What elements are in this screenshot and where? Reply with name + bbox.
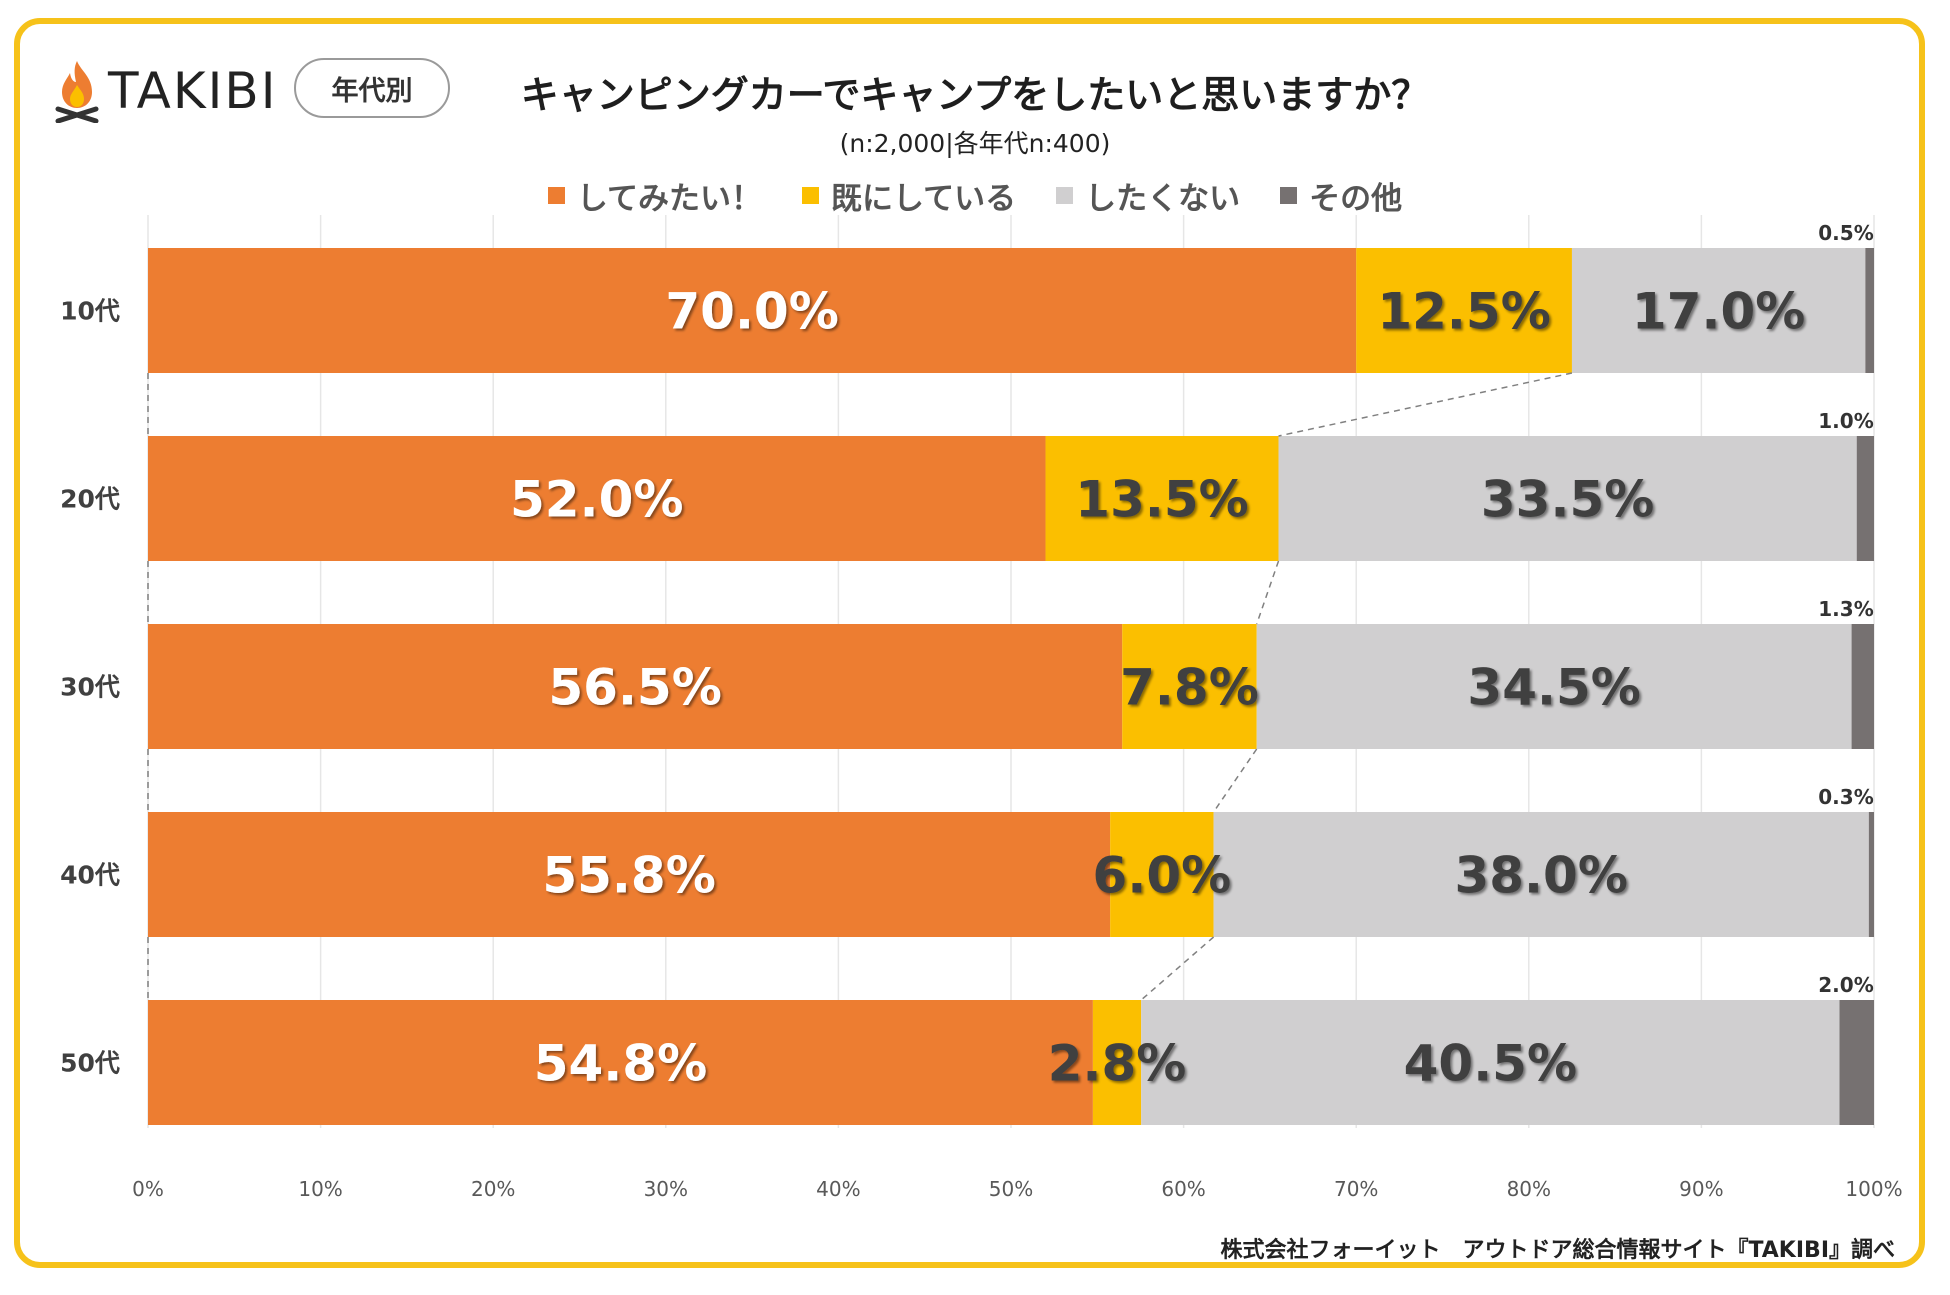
chart-legend: してみたい！ 既にしている したくない その他 <box>0 173 1950 218</box>
legend-label: してみたい！ <box>576 181 762 217</box>
bar-segment <box>1839 1000 1874 1125</box>
series-connector <box>1140 936 1215 1001</box>
legend-label: 既にしている <box>831 181 1017 217</box>
data-label-small: 1.0% <box>1818 409 1873 433</box>
age-group-tag: 年代別 <box>294 58 450 118</box>
legend-swatch <box>547 187 565 204</box>
bar-segment <box>1141 1000 1840 1125</box>
legend-swatch <box>1056 187 1074 204</box>
data-label: 56.5% <box>548 659 721 717</box>
bar-segment <box>148 812 1111 937</box>
data-label-small: 0.3% <box>1818 785 1873 809</box>
legend-item-other: その他 <box>1280 173 1402 218</box>
data-label: 12.5% <box>1377 283 1550 341</box>
bar-segment <box>148 1000 1093 1125</box>
data-label-small: 1.3% <box>1818 597 1873 621</box>
category-label: 10代 <box>60 297 120 326</box>
x-tick-label: 80% <box>1507 1177 1551 1201</box>
chart-title: キャンピングカーでキャンプをしたいと思いますか？ <box>520 73 1430 117</box>
bar-segment <box>148 248 1357 373</box>
data-label: 7.8% <box>1120 659 1259 717</box>
data-label: 33.5% <box>1481 471 1654 529</box>
series-connector <box>1212 748 1258 813</box>
legend-label: その他 <box>1309 181 1403 217</box>
legend-item-want: してみたい！ <box>547 173 762 218</box>
source-footer: 株式会社フォーイット アウトドア総合情報サイト『TAKIBI』調べ <box>1220 1238 1895 1263</box>
bar-segment <box>1110 812 1214 937</box>
bar-segment <box>1045 436 1279 561</box>
legend-label: したくない <box>1085 181 1241 217</box>
chart-subtitle: (n:2,000|各年代n:400) <box>839 129 1111 158</box>
data-label: 38.0% <box>1454 847 1627 905</box>
bar-segment <box>1122 624 1257 749</box>
bar-segment <box>1278 436 1857 561</box>
bar-segment <box>1571 248 1866 373</box>
data-label: 55.8% <box>542 847 715 905</box>
x-tick-label: 90% <box>1679 1177 1723 1201</box>
data-label: 54.8% <box>534 1035 707 1093</box>
series-connector <box>1278 372 1573 437</box>
category-label: 20代 <box>60 485 120 514</box>
data-label: 2.8% <box>1048 1035 1187 1093</box>
data-label-small: 0.5% <box>1818 221 1873 245</box>
legend-swatch <box>1280 187 1298 204</box>
data-label-small: 2.0% <box>1818 973 1873 997</box>
bar-segment <box>1213 812 1869 937</box>
data-label: 40.5% <box>1404 1035 1577 1093</box>
bar-segment <box>1256 624 1852 749</box>
bar-segment <box>1856 436 1874 561</box>
brand-name: TAKIBI <box>108 62 278 120</box>
x-tick-label: 0% <box>132 1177 164 1201</box>
x-tick-label: 70% <box>1334 1177 1378 1201</box>
series-connector <box>1256 560 1280 625</box>
x-tick-label: 10% <box>298 1177 342 1201</box>
campfire-icon <box>55 61 99 123</box>
data-label: 70.0% <box>665 283 838 341</box>
bar-segment <box>1092 1000 1142 1125</box>
data-label: 17.0% <box>1632 283 1805 341</box>
bar-segment <box>148 436 1046 561</box>
x-tick-label: 30% <box>644 1177 688 1201</box>
bar-segment <box>1868 812 1874 937</box>
brand-logo: TAKIBI <box>52 56 277 126</box>
bar-segment <box>1865 248 1874 373</box>
bar-segment <box>1356 248 1572 373</box>
x-tick-label: 20% <box>471 1177 515 1201</box>
legend-swatch <box>802 187 819 204</box>
category-label: 30代 <box>60 673 120 702</box>
x-tick-label: 60% <box>1161 1177 1205 1201</box>
data-label: 34.5% <box>1467 659 1640 717</box>
x-tick-label: 50% <box>989 1177 1033 1201</box>
category-label: 50代 <box>60 1049 120 1078</box>
data-label: 13.5% <box>1075 471 1248 529</box>
x-tick-label: 100% <box>1845 1177 1902 1201</box>
legend-item-not-want: したくない <box>1056 173 1240 218</box>
bar-segment <box>148 624 1123 749</box>
bar-segment <box>1851 624 1874 749</box>
category-label: 40代 <box>60 861 120 890</box>
x-tick-label: 40% <box>816 1177 860 1201</box>
data-label: 6.0% <box>1093 847 1232 905</box>
data-label: 52.0% <box>510 471 683 529</box>
legend-item-already: 既にしている <box>802 173 1016 218</box>
